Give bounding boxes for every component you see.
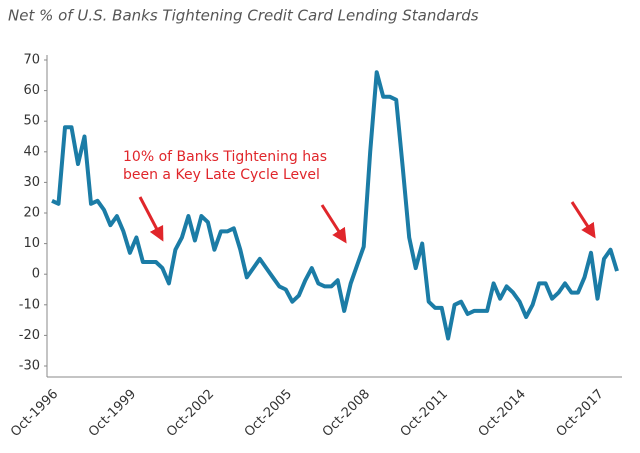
y-tick-label: -30 [19, 359, 40, 374]
x-tick-label: Oct-1999 [86, 387, 139, 440]
y-tick-label: -20 [19, 328, 40, 343]
y-tick-label: 30 [23, 175, 40, 190]
y-tick-label: -10 [19, 297, 40, 312]
x-tick-label: Oct-2014 [476, 387, 529, 440]
annotation: 10% of Banks Tightening has [123, 149, 327, 165]
x-tick-label: Oct-2017 [554, 387, 607, 440]
y-tick-label: 0 [32, 267, 40, 282]
x-tick-label: Oct-1996 [8, 387, 61, 440]
y-tick-label: 40 [23, 144, 40, 159]
arrow [320, 204, 347, 244]
y-tick-label: 70 [23, 53, 40, 68]
y-tick-label: 20 [23, 206, 40, 221]
x-tick-label: Oct-2002 [164, 387, 217, 440]
data-line [51, 70, 619, 341]
arrow [570, 201, 596, 239]
y-tick-label: 10 [23, 236, 40, 251]
x-tick-label: Oct-2008 [320, 387, 373, 440]
y-tick-label: 50 [23, 114, 40, 129]
y-tick-label: 60 [23, 83, 40, 98]
arrow [138, 196, 164, 242]
x-tick-label: Oct-2011 [398, 387, 451, 440]
chart-title: Net % of U.S. Banks Tightening Credit Ca… [8, 7, 479, 25]
annotation: been a Key Late Cycle Level [123, 167, 320, 183]
x-tick-label: Oct-2005 [242, 387, 295, 440]
